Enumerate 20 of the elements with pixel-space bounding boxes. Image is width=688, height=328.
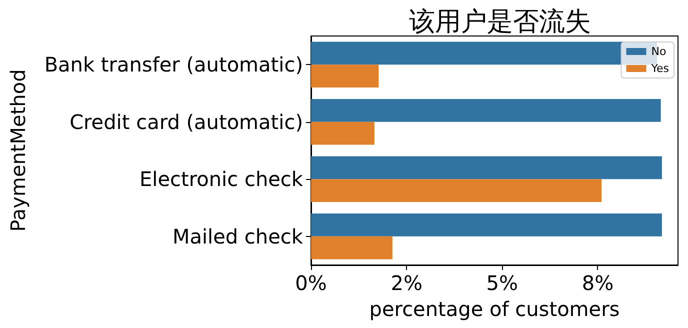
bar — [311, 122, 374, 145]
x-axis-title: percentage of customers — [369, 297, 620, 321]
y-tick-label: Electronic check — [140, 167, 304, 192]
y-tick-label: Bank transfer (automatic) — [44, 52, 303, 77]
y-tick-label: Mailed check — [172, 224, 304, 248]
x-tick-label: 8% — [582, 271, 614, 295]
bar — [311, 236, 392, 260]
legend-label: Yes — [650, 62, 670, 75]
y-axis-title: PaymentMethod — [6, 69, 30, 232]
bar — [311, 213, 662, 236]
x-tick-label: 2% — [390, 271, 422, 295]
bar — [311, 179, 602, 202]
y-tick-label: Credit card (automatic) — [70, 110, 303, 134]
x-tick-label: 0% — [295, 271, 327, 295]
x-tick-label: 5% — [486, 271, 518, 295]
legend-label: No — [651, 45, 666, 58]
bar — [311, 64, 379, 88]
chart-title: 该用户是否流失 — [409, 7, 591, 37]
bar — [311, 98, 661, 122]
bar — [311, 156, 662, 180]
